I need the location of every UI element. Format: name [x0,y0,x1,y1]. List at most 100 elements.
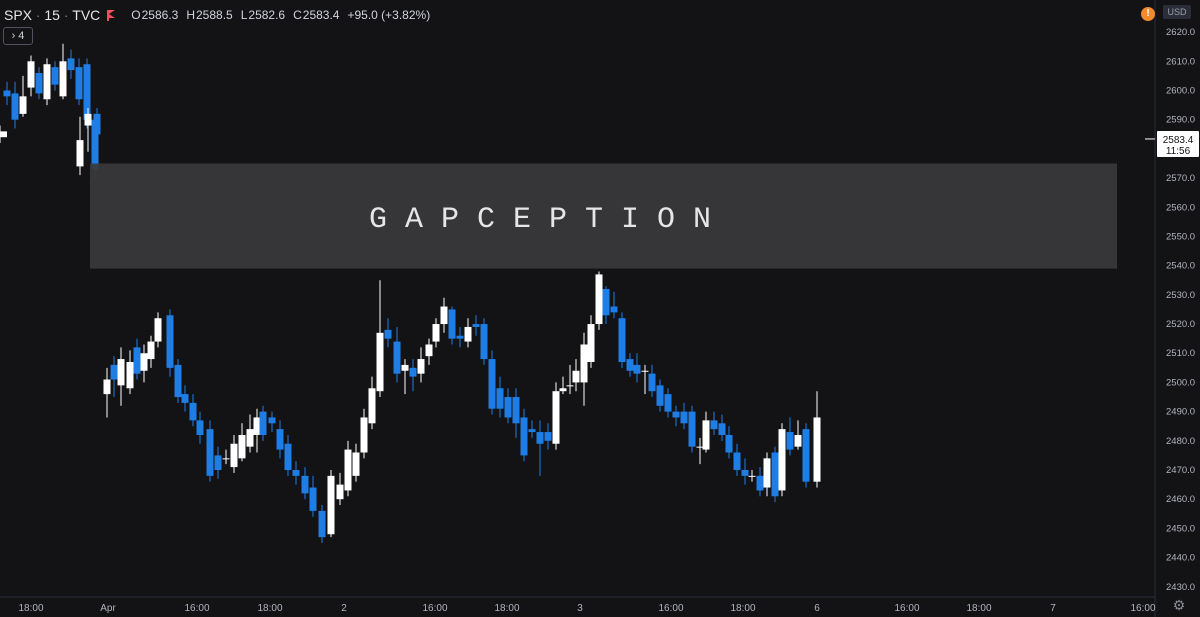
candle-body [43,64,51,100]
time-tick-label: Apr [100,603,116,614]
candle-body [3,90,11,97]
candle-body [702,420,710,450]
candle-body [794,434,802,447]
high-key: H [186,8,195,22]
candle-body [802,429,810,482]
candle-body [230,443,238,468]
price-tick-label: 2540.0 [1166,261,1195,272]
candle-body [610,306,618,313]
candle-body [587,324,595,362]
close-value: C2583.4 [293,8,339,22]
candle-body [19,96,27,114]
candle-body [140,353,148,371]
price-tick-label: 2470.0 [1166,465,1195,476]
candle-body [648,373,656,392]
time-tick-label: 18:00 [966,603,991,614]
bar-countdown-label: 11:56 [1166,146,1191,157]
candle-body [472,324,480,327]
candle-body [393,341,401,374]
symbol-name[interactable]: SPX [4,7,33,23]
candle-body [51,67,59,85]
candle-body [480,324,488,360]
candle-body [284,443,292,471]
legend-separator: · [36,7,41,23]
candle-body [253,417,261,435]
price-tick-label: 2480.0 [1166,436,1195,447]
candle-body [103,379,111,395]
price-tick-label: 2600.0 [1166,85,1195,96]
candle-body [488,359,496,409]
low-value: L2582.6 [241,8,285,22]
time-tick-label: 16:00 [894,603,919,614]
candle-body [641,370,649,372]
time-tick-label: 18:00 [730,603,755,614]
candle-body [384,329,392,339]
candle-body [368,388,376,424]
candle-body [656,385,664,406]
time-tick-label: 16:00 [184,603,209,614]
candle-body [35,72,43,94]
candle-body [440,306,448,325]
candle-body [327,475,335,535]
candle-body [696,446,704,448]
high-value: H2588.5 [186,8,232,22]
candle-body [633,364,641,374]
candle-body [318,510,326,538]
candle-body [425,344,433,357]
candle-body [93,113,101,135]
candle-body [409,367,417,377]
candle-body [778,429,786,491]
candle-body [718,423,726,435]
time-tick-label: 16:00 [1130,603,1155,614]
candle-body [595,274,603,325]
last-price-badge [1157,130,1199,157]
candle-body [496,388,504,409]
candle-body [246,429,254,447]
candle-body [566,385,574,387]
indicator-count: 4 [18,30,25,42]
low-number: 2582.6 [248,8,286,22]
symbol-legend: SPX · 15 · TVC O2586.3 H2588.5 L2582.6 C… [4,5,430,25]
candle-body [181,394,189,403]
price-tick-label: 2610.0 [1166,56,1195,67]
candle-body [771,452,779,497]
candle-body [626,359,634,371]
candle-body [544,432,552,441]
candle-body [417,359,425,374]
warning-icon[interactable]: ! [1141,7,1155,21]
candle-body [448,309,456,339]
legend-separator: · [63,7,69,23]
price-tick-label: 2510.0 [1166,348,1195,359]
time-tick-label: 3 [577,603,583,614]
candle-body [618,318,626,362]
candle-body [147,341,155,360]
interval-label[interactable]: 15 [44,7,60,23]
candle-body [84,113,92,126]
price-tick-label: 2500.0 [1166,377,1195,388]
close-key: C [293,8,302,22]
price-tick-label: 2620.0 [1166,27,1195,38]
candle-body [133,347,141,374]
gear-icon[interactable]: ⚙ [1172,597,1186,613]
candle-body [292,470,300,476]
time-tick-label: 16:00 [658,603,683,614]
candle-body [206,429,214,476]
candle-body [733,452,741,471]
open-value: O2586.3 [131,8,178,22]
candle-body [214,455,222,471]
candle-body [741,470,749,476]
indicators-collapse-button[interactable]: › 4 [3,27,33,45]
flag-icon[interactable] [107,10,117,21]
open-key: O [131,8,141,22]
candle-body [336,484,344,500]
candle-body [110,364,118,380]
candle-body [268,417,276,424]
candle-body [536,432,544,444]
price-tick-label: 2520.0 [1166,319,1195,330]
candle-body [552,391,560,444]
price-tick-label: 2450.0 [1166,523,1195,534]
currency-badge[interactable]: USD [1163,5,1191,19]
candle-body [813,417,821,482]
